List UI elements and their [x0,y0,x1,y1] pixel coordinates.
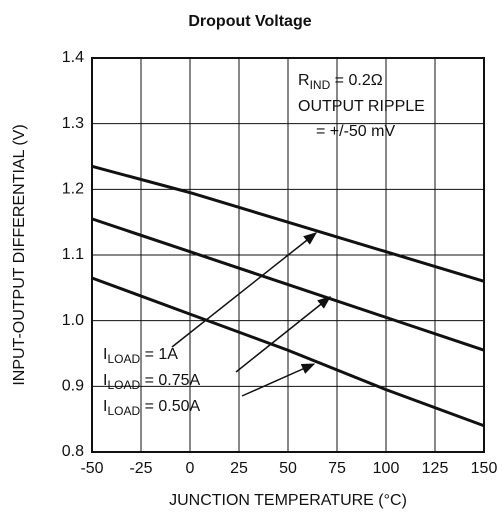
arrow [171,232,318,348]
arrow [235,296,332,373]
annotation: = +/-50 mV [316,123,395,140]
subscript: LOAD [107,404,140,418]
y-tick-label: 1.2 [62,181,84,198]
text-part: = 0.2Ω [330,72,382,89]
text-part: = 1A [140,346,178,363]
series-line [91,164,485,283]
y-tick-label: 0.8 [62,443,84,460]
subscript: LOAD [107,352,140,366]
annotation: OUTPUT RIPPLE [298,98,425,115]
x-tick-label: -50 [80,460,103,477]
text-part: I [103,346,107,363]
text-part: = 0.75A [140,372,200,389]
series-label: ILOAD = 0.50A [103,398,201,418]
arrows [171,232,332,397]
y-tick-label: 1.0 [62,312,84,329]
x-tick-label: -25 [129,460,152,477]
text-part: I [103,398,107,415]
y-tick-label: 1.3 [62,115,84,132]
y-tick-label: 1.4 [62,49,84,66]
series-label: ILOAD = 1A [103,346,178,366]
x-tick-label: 0 [186,460,195,477]
text-part: R [298,72,310,89]
y-tick-label: 0.9 [62,378,84,395]
series-label: ILOAD = 0.75A [103,372,201,392]
series-line [91,217,485,352]
y-tick-label: 1.1 [62,246,84,263]
arrow [241,363,316,397]
text-part: I [103,372,107,389]
annotation: RIND = 0.2Ω [298,72,383,92]
series-line [91,276,485,428]
y-axis-label: INPUT-OUTPUT DIFFERENTIAL (V) [11,124,28,385]
subscript: LOAD [107,378,140,392]
subscript: IND [310,78,331,92]
x-tick-label: 50 [279,460,297,477]
chart-title: Dropout Voltage [188,13,311,30]
x-tick-label: 150 [471,460,498,477]
x-tick-label: 100 [373,460,400,477]
text-part: = 0.50A [140,398,200,415]
x-axis-label: JUNCTION TEMPERATURE (°C) [169,492,407,509]
x-tick-label: 25 [230,460,248,477]
plot-frame [91,57,485,453]
x-tick-label: 125 [422,460,449,477]
x-tick-label: 75 [328,460,346,477]
